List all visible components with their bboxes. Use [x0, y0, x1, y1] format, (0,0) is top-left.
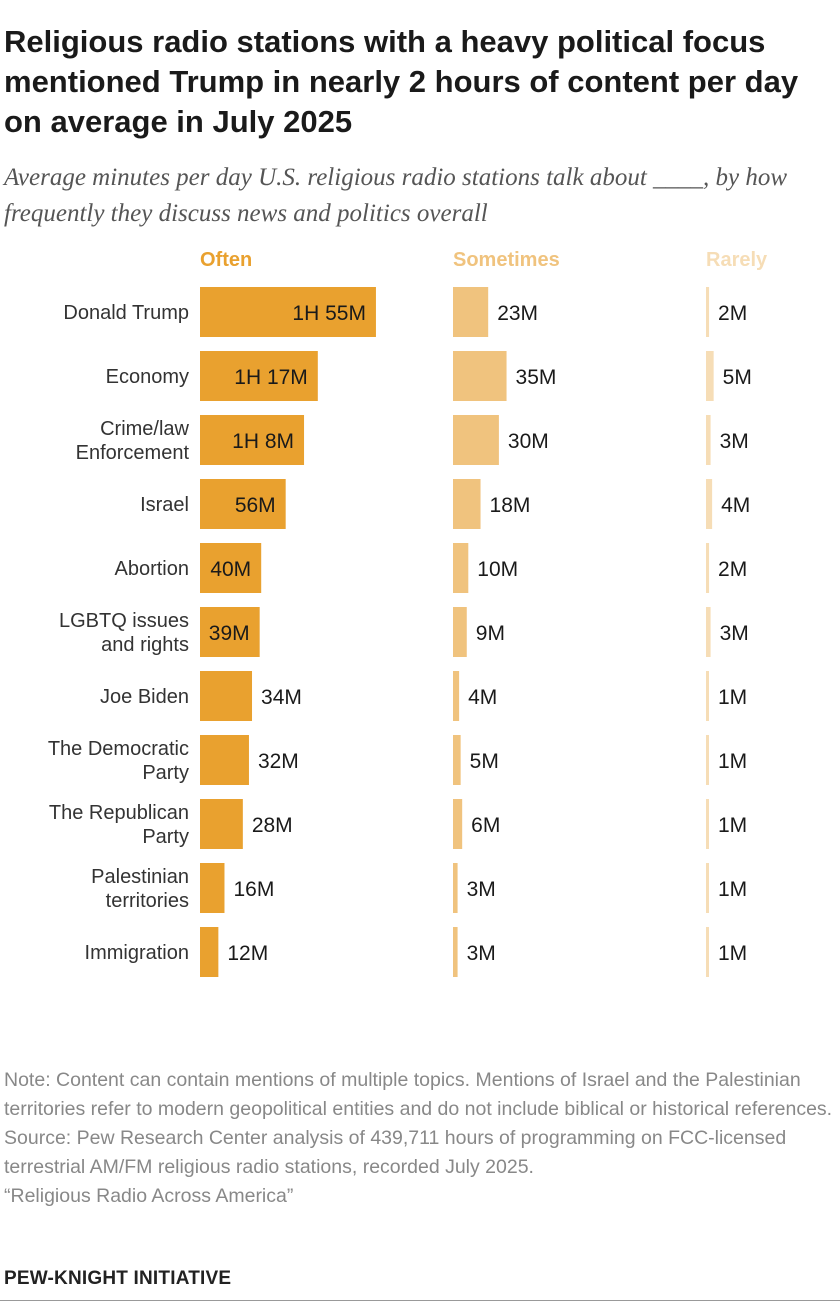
bar-rarely [706, 927, 709, 977]
data-label: 39M [209, 622, 250, 645]
data-label: 1H 17M [234, 366, 308, 389]
bar-sometimes [453, 735, 461, 785]
data-label: 30M [508, 430, 549, 453]
bar-often [200, 799, 243, 849]
chart-subtitle: Average minutes per day U.S. religious r… [4, 164, 788, 227]
bar-chart: Often Sometimes Rarely Donald Trump 1H 55M 23… [48, 249, 768, 977]
data-label: 10M [477, 558, 518, 581]
data-label: 1M [718, 942, 747, 965]
branding: PEW-KNIGHT INITIATIVE [4, 1268, 232, 1289]
category-label: Crime/law Enforcement [76, 418, 190, 464]
category-label: Abortion [115, 558, 190, 580]
bar-rarely [706, 287, 710, 337]
report-title: “Religious Radio Across America” [4, 1185, 294, 1207]
category-label: LGBTQ issues and rights [59, 610, 189, 656]
bar-sometimes [453, 671, 460, 721]
bar-rarely [706, 799, 709, 849]
data-label: 23M [497, 302, 538, 325]
data-label: 16M [233, 878, 274, 901]
bar-sometimes [453, 287, 489, 337]
bar-sometimes [453, 863, 458, 913]
category-label: The Democratic Party [48, 738, 189, 784]
bar-often [200, 927, 219, 977]
data-label: 6M [471, 814, 500, 837]
data-label: 4M [721, 494, 750, 517]
bar-rarely [706, 863, 709, 913]
data-label: 3M [720, 622, 749, 645]
chart-title: Religious radio stations with a heavy po… [4, 24, 799, 139]
data-label: 4M [468, 686, 497, 709]
data-label: 5M [470, 750, 499, 773]
data-label: 12M [227, 942, 268, 965]
data-label: 56M [235, 494, 276, 517]
bar-often [200, 543, 262, 593]
bar-often [200, 671, 253, 721]
bar-often [200, 351, 318, 401]
bottom-rule [0, 1300, 840, 1301]
category-label: Economy [106, 366, 189, 388]
data-label: 1M [718, 750, 747, 773]
data-label: 3M [720, 430, 749, 453]
bar-sometimes [453, 543, 469, 593]
notes-block: Note: Content can contain mentions of mu… [4, 1066, 834, 1211]
data-label: 18M [490, 494, 531, 517]
category-label: The Republican Party [49, 802, 189, 848]
bar-sometimes [453, 351, 507, 401]
category-label: Joe Biden [100, 686, 189, 708]
bar-sometimes [453, 927, 458, 977]
data-label: 1M [718, 686, 747, 709]
data-label: 3M [467, 878, 496, 901]
data-label: 1H 8M [232, 430, 294, 453]
bar-often [200, 415, 305, 465]
category-label: Israel [140, 494, 189, 516]
data-label: 2M [718, 558, 747, 581]
bar-rarely [706, 543, 710, 593]
column-header-often: Often [200, 249, 252, 271]
bar-often [200, 735, 249, 785]
data-label: 1M [718, 814, 747, 837]
bar-sometimes [453, 415, 499, 465]
bar-rarely [706, 671, 709, 721]
data-label: 34M [261, 686, 302, 709]
data-label: 40M [210, 558, 251, 581]
bar-rarely [706, 351, 714, 401]
bar-rarely [706, 607, 711, 657]
bar-often [200, 287, 376, 337]
data-label: 35M [516, 366, 557, 389]
data-label: 32M [258, 750, 299, 773]
column-header-sometimes: Sometimes [453, 249, 560, 271]
bar-sometimes [453, 607, 467, 657]
data-label: 28M [252, 814, 293, 837]
data-label: 1M [718, 878, 747, 901]
column-header-rarely: Rarely [706, 249, 768, 271]
data-label: 1H 55M [292, 302, 366, 325]
data-label: 2M [718, 302, 747, 325]
category-label: Donald Trump [63, 302, 189, 324]
bar-often [200, 607, 260, 657]
data-label: 9M [476, 622, 505, 645]
bar-rarely [706, 735, 709, 785]
data-label: 3M [467, 942, 496, 965]
data-label: 5M [723, 366, 752, 389]
source-text: Source: Pew Research Center analysis of … [4, 1127, 787, 1178]
note-text: Note: Content can contain mentions of mu… [4, 1069, 833, 1120]
bar-sometimes [453, 479, 481, 529]
category-label: Immigration [85, 942, 189, 964]
category-label: Palestinian territories [91, 866, 189, 912]
bar-sometimes [453, 799, 463, 849]
bar-rarely [706, 415, 711, 465]
bar-rarely [706, 479, 713, 529]
bar-often [200, 863, 225, 913]
bar-often [200, 479, 286, 529]
